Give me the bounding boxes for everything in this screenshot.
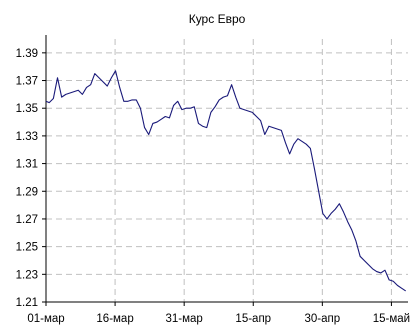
x-tick-label: 15-апр: [235, 313, 271, 325]
series-layer: [45, 70, 407, 292]
axes: [42, 35, 408, 306]
x-axis-tick-labels: 01-мар 16-мар 31-мар 15-апр 30-апр 15-май: [27, 313, 410, 325]
y-tick-label: 1.25: [16, 242, 38, 254]
y-tick-label: 1.31: [16, 159, 38, 171]
y-tick-label: 1.27: [16, 214, 38, 226]
y-tick-label: 1.29: [16, 186, 38, 198]
y-tick-label: 1.39: [16, 48, 38, 60]
y-tick-label: 1.33: [16, 131, 38, 143]
y-tick-label: 1.35: [16, 103, 38, 115]
y-tick-label: 1.21: [16, 297, 38, 309]
x-tick-label: 01-мар: [27, 313, 64, 325]
x-tick-label: 16-мар: [96, 313, 133, 325]
x-tick-label: 15-май: [373, 313, 410, 325]
y-axis-tick-labels: 1.21 1.23 1.25 1.27 1.29 1.31 1.33 1.35 1.37 1.39: [16, 48, 38, 309]
chart-title: Курс Евро: [189, 12, 246, 26]
x-tick-label: 31-мар: [166, 313, 203, 325]
x-tick-label: 30-апр: [305, 313, 341, 325]
y-tick-label: 1.37: [16, 76, 38, 88]
series-line-0: [45, 70, 407, 292]
grid-lines: [46, 39, 408, 302]
y-tick-label: 1.23: [16, 269, 38, 281]
